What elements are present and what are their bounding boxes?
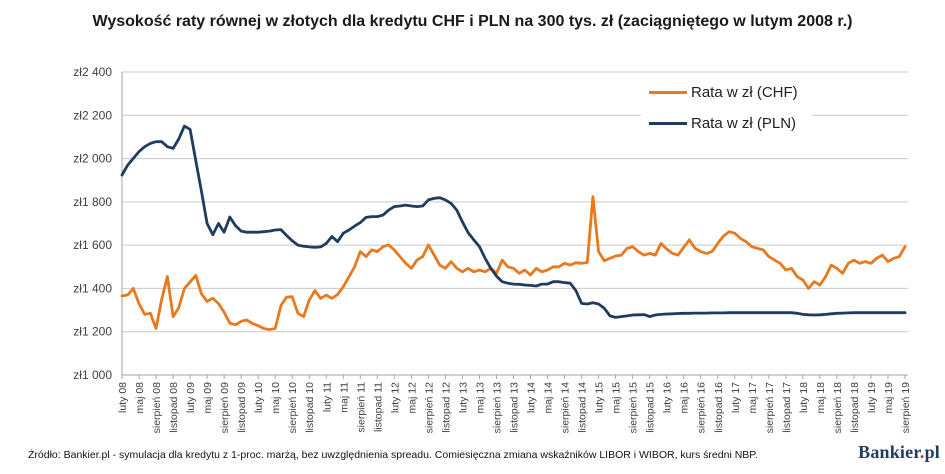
x-axis-label: luty 17 xyxy=(730,382,742,413)
x-axis-label: maj 11 xyxy=(338,382,350,413)
x-axis-label: listopad 16 xyxy=(713,382,725,433)
x-axis-label: listopad 09 xyxy=(236,382,248,433)
x-axis-label: sierpień 15 xyxy=(628,382,640,434)
bankier-logo: Bankier.pl xyxy=(858,442,940,463)
x-axis-label: sierpień 19 xyxy=(900,382,912,434)
x-axis-label: maj 13 xyxy=(474,382,486,414)
x-axis-label: sierpień 13 xyxy=(491,382,503,434)
pln-line xyxy=(120,124,907,319)
y-axis-label: zł1 800 xyxy=(73,195,112,209)
x-axis-label: maj 10 xyxy=(270,382,282,414)
x-axis-label: sierpień 16 xyxy=(696,382,708,434)
x-axis-label: luty 18 xyxy=(798,382,810,413)
x-axis-label: sierpień 14 xyxy=(560,382,572,434)
x-axis-label: maj 14 xyxy=(543,382,555,414)
logo-text: Bankier xyxy=(858,442,920,462)
x-axis-label: sierpień 08 xyxy=(151,382,163,434)
x-axis-label: maj 08 xyxy=(134,382,146,414)
x-axis-label: listopad 13 xyxy=(509,382,521,433)
y-axis-label: zł2 400 xyxy=(73,65,112,79)
y-axis-label: zł2 200 xyxy=(73,108,112,122)
y-axis-label: zł1 000 xyxy=(73,368,112,382)
legend-entry-pln: Rata w zł (PLN) xyxy=(649,108,798,139)
legend-label-pln: Rata w zł (PLN) xyxy=(691,115,797,132)
x-axis-label: sierpień 09 xyxy=(219,382,231,434)
x-axis-label: maj 15 xyxy=(611,382,623,414)
x-axis-label: luty 14 xyxy=(526,382,538,413)
y-axis-label: zł1 400 xyxy=(73,281,112,295)
legend-entry-chf: Rata w zł (CHF) xyxy=(649,77,798,108)
x-axis-label: listopad 18 xyxy=(849,382,861,433)
x-axis-label: luty 11 xyxy=(321,382,333,412)
x-axis-label: luty 12 xyxy=(389,382,401,413)
x-axis-label: maj 16 xyxy=(679,382,691,414)
x-axis-label: luty 19 xyxy=(866,382,878,413)
y-axis-label: zł1 600 xyxy=(73,238,112,252)
logo-suffix: pl xyxy=(924,442,940,462)
x-axis-label: luty 10 xyxy=(253,382,265,413)
y-axis-label: zł2 000 xyxy=(73,152,112,166)
x-axis-label: listopad 12 xyxy=(440,382,452,433)
x-axis-label: sierpień 10 xyxy=(287,382,299,434)
x-axis-label: listopad 14 xyxy=(577,382,589,433)
x-axis-label: listopad 10 xyxy=(304,382,316,433)
x-axis-label: maj 17 xyxy=(747,382,759,414)
logo-dot: . xyxy=(919,442,925,462)
x-axis-label: listopad 08 xyxy=(168,382,180,433)
chart-legend: Rata w zł (CHF) Rata w zł (PLN) xyxy=(641,75,812,141)
x-axis-label: maj 12 xyxy=(406,382,418,414)
x-axis-label: luty 09 xyxy=(185,382,197,413)
x-axis-label: sierpień 17 xyxy=(764,382,776,434)
x-axis-label: sierpień 11 xyxy=(355,382,367,433)
line-chart-canvas: zł1 000 zł1 200 zł1 400 zł1 600 zł1 800 zł2 0… xyxy=(73,65,912,434)
x-axis-label: sierpień 18 xyxy=(832,382,844,434)
source-note: Źródło: Bankier.pl - symulacja dla kredy… xyxy=(28,449,758,461)
x-axis-label: sierpień 12 xyxy=(423,382,435,434)
chf-line xyxy=(120,195,907,332)
x-axis-label: maj 18 xyxy=(815,382,827,414)
x-axis-label: listopad 17 xyxy=(781,382,793,433)
x-axis-label: luty 15 xyxy=(594,382,606,413)
legend-label-chf: Rata w zł (CHF) xyxy=(691,84,798,101)
x-axis-label: listopad 15 xyxy=(645,382,657,433)
chart-footer: Źródło: Bankier.pl - symulacja dla kredy… xyxy=(28,442,940,463)
chf-line-swatch-icon xyxy=(649,91,687,94)
x-axis-label: luty 08 xyxy=(117,382,129,413)
chart-title: Wysokość raty równej w złotych dla kredy… xyxy=(92,13,853,30)
y-axis-label: zł1 200 xyxy=(73,325,112,339)
x-axis-label: luty 13 xyxy=(457,382,469,413)
pln-line-swatch-icon xyxy=(649,122,687,125)
x-axis-label: maj 09 xyxy=(202,382,214,414)
x-axis-label: listopad 11 xyxy=(372,382,384,432)
x-axis-label: luty 16 xyxy=(662,382,674,413)
x-axis-label: maj 19 xyxy=(883,382,895,414)
